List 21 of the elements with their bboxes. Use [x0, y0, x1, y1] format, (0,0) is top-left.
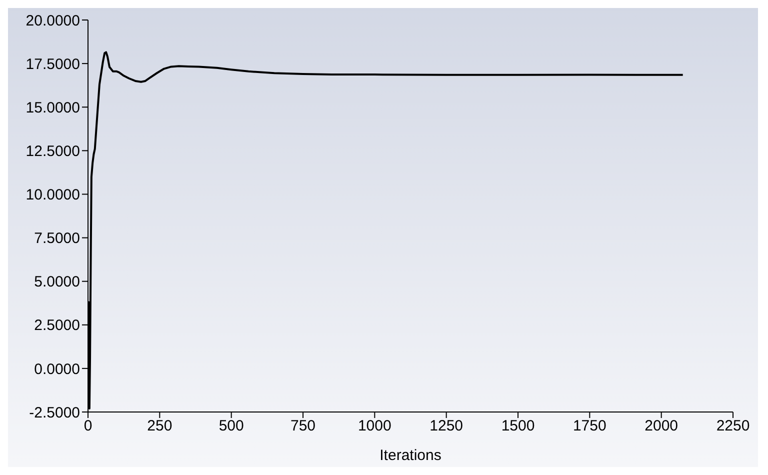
- y-tick-label: 15.0000: [26, 99, 80, 116]
- y-tick-label: 5.0000: [34, 274, 80, 291]
- x-tick-label: 1500: [501, 418, 535, 435]
- x-tick-label: 500: [218, 418, 244, 435]
- y-tick-label: -2.5000: [29, 404, 80, 422]
- x-tick-label: 1750: [572, 418, 606, 435]
- x-tick-label: 1250: [430, 418, 464, 435]
- x-tick-label: 750: [290, 418, 316, 435]
- x-tick-label: 2000: [644, 418, 678, 435]
- y-tick-label: 12.5000: [26, 142, 80, 160]
- y-tick-label: 10.0000: [26, 186, 80, 204]
- x-axis-title: Iterations: [380, 447, 442, 464]
- y-tick-label: 2.5000: [34, 317, 80, 334]
- x-tick-label: 2250: [716, 418, 750, 435]
- x-tick-label: 0: [84, 418, 92, 435]
- y-tick-label: 7.5000: [34, 230, 80, 248]
- y-tick-label: 20.0000: [26, 12, 80, 30]
- x-tick-label: 250: [147, 418, 172, 435]
- y-tick-label: 17.5000: [26, 56, 80, 73]
- y-tick-label: 0.0000: [34, 360, 80, 378]
- x-tick-label: 1000: [358, 418, 392, 435]
